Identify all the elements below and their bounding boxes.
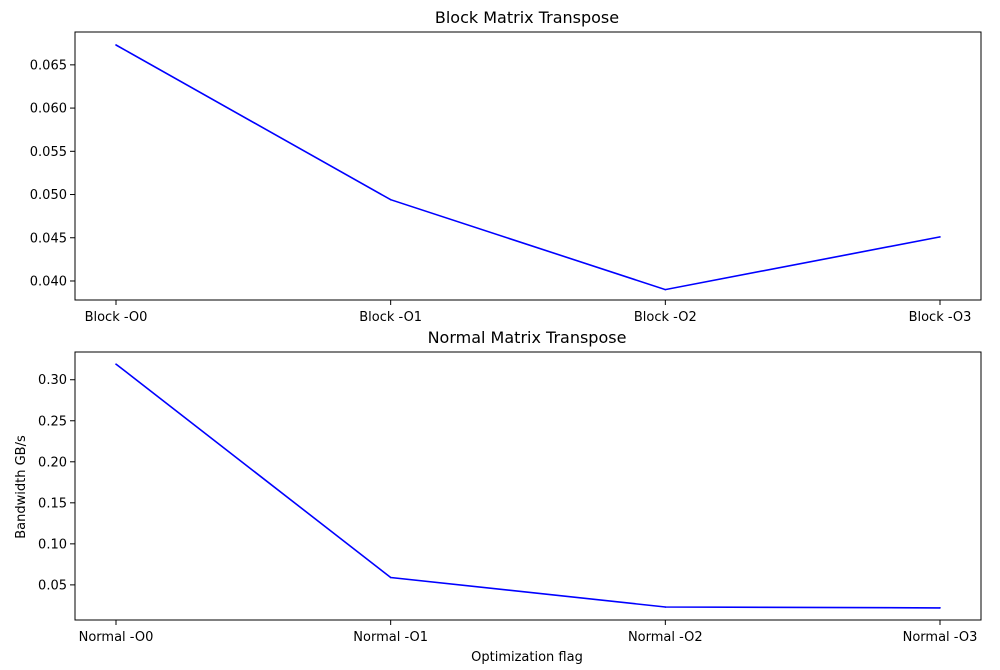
plot-frame xyxy=(74,351,982,621)
data-point xyxy=(389,198,392,201)
chart-title: Block Matrix Transpose xyxy=(435,8,619,27)
y-tick-label: 0.060 xyxy=(30,102,67,117)
y-tick-label: 0.05 xyxy=(38,578,67,593)
y-tick-label: 0.15 xyxy=(38,496,67,511)
data-point xyxy=(664,606,667,608)
series-group xyxy=(115,44,941,291)
y-tick-label: 0.30 xyxy=(38,373,67,388)
data-point xyxy=(664,288,667,291)
y-tick-label: 0.10 xyxy=(38,537,67,552)
x-tick-label: Block -O3 xyxy=(909,310,972,325)
x-tick-label: Normal -O1 xyxy=(353,630,428,645)
plot-normal-matrix-transpose: Normal Matrix Transpose 0.05 0.10 0.15 0.20… xyxy=(14,328,982,665)
y-tick-label: 0.055 xyxy=(30,145,67,160)
x-tick-label: Block -O0 xyxy=(85,310,148,325)
series-line xyxy=(115,44,941,291)
y-tick-label: 0.050 xyxy=(30,188,67,203)
y-ticks: 0.05 0.10 0.15 0.20 0.25 0.30 xyxy=(38,373,75,593)
plot-block-matrix-transpose: Block Matrix Transpose 0.0400.0450.0500.… xyxy=(30,8,982,325)
series-line xyxy=(115,363,941,609)
y-ticks: 0.040 0.045 0.050 0.055 0.060 0.065 xyxy=(30,58,75,289)
y-tick-label: 0.045 xyxy=(30,231,67,246)
y-axis-label: Bandwidth GB/s xyxy=(14,435,29,539)
x-axis-label: Optimization flag xyxy=(471,650,583,665)
x-tick-label: Normal -O2 xyxy=(628,630,703,645)
x-tick-label: Block -O2 xyxy=(634,310,697,325)
chart-title: Normal Matrix Transpose xyxy=(428,328,627,347)
y-tick-label: 0.065 xyxy=(30,58,67,73)
x-ticks: Block -O0 Block -O1 Block -O2 Block -O3 xyxy=(85,300,972,325)
x-tick-label: Normal -O3 xyxy=(903,630,978,645)
data-point xyxy=(389,576,392,579)
series-group xyxy=(115,363,941,609)
x-tick-label: Normal -O0 xyxy=(79,630,154,645)
y-tick-label: 0.20 xyxy=(38,455,67,470)
data-point xyxy=(939,236,941,238)
x-ticks: Normal -O0 Normal -O1 Normal -O2 Normal -O3 xyxy=(79,620,978,645)
data-point xyxy=(115,44,117,46)
x-tick-label: Block -O1 xyxy=(359,310,422,325)
y-tick-label: 0.25 xyxy=(38,414,67,429)
data-point xyxy=(939,607,941,609)
y-tick-label: 0.040 xyxy=(30,274,67,289)
plot-frame xyxy=(74,31,982,301)
data-point xyxy=(115,363,117,365)
